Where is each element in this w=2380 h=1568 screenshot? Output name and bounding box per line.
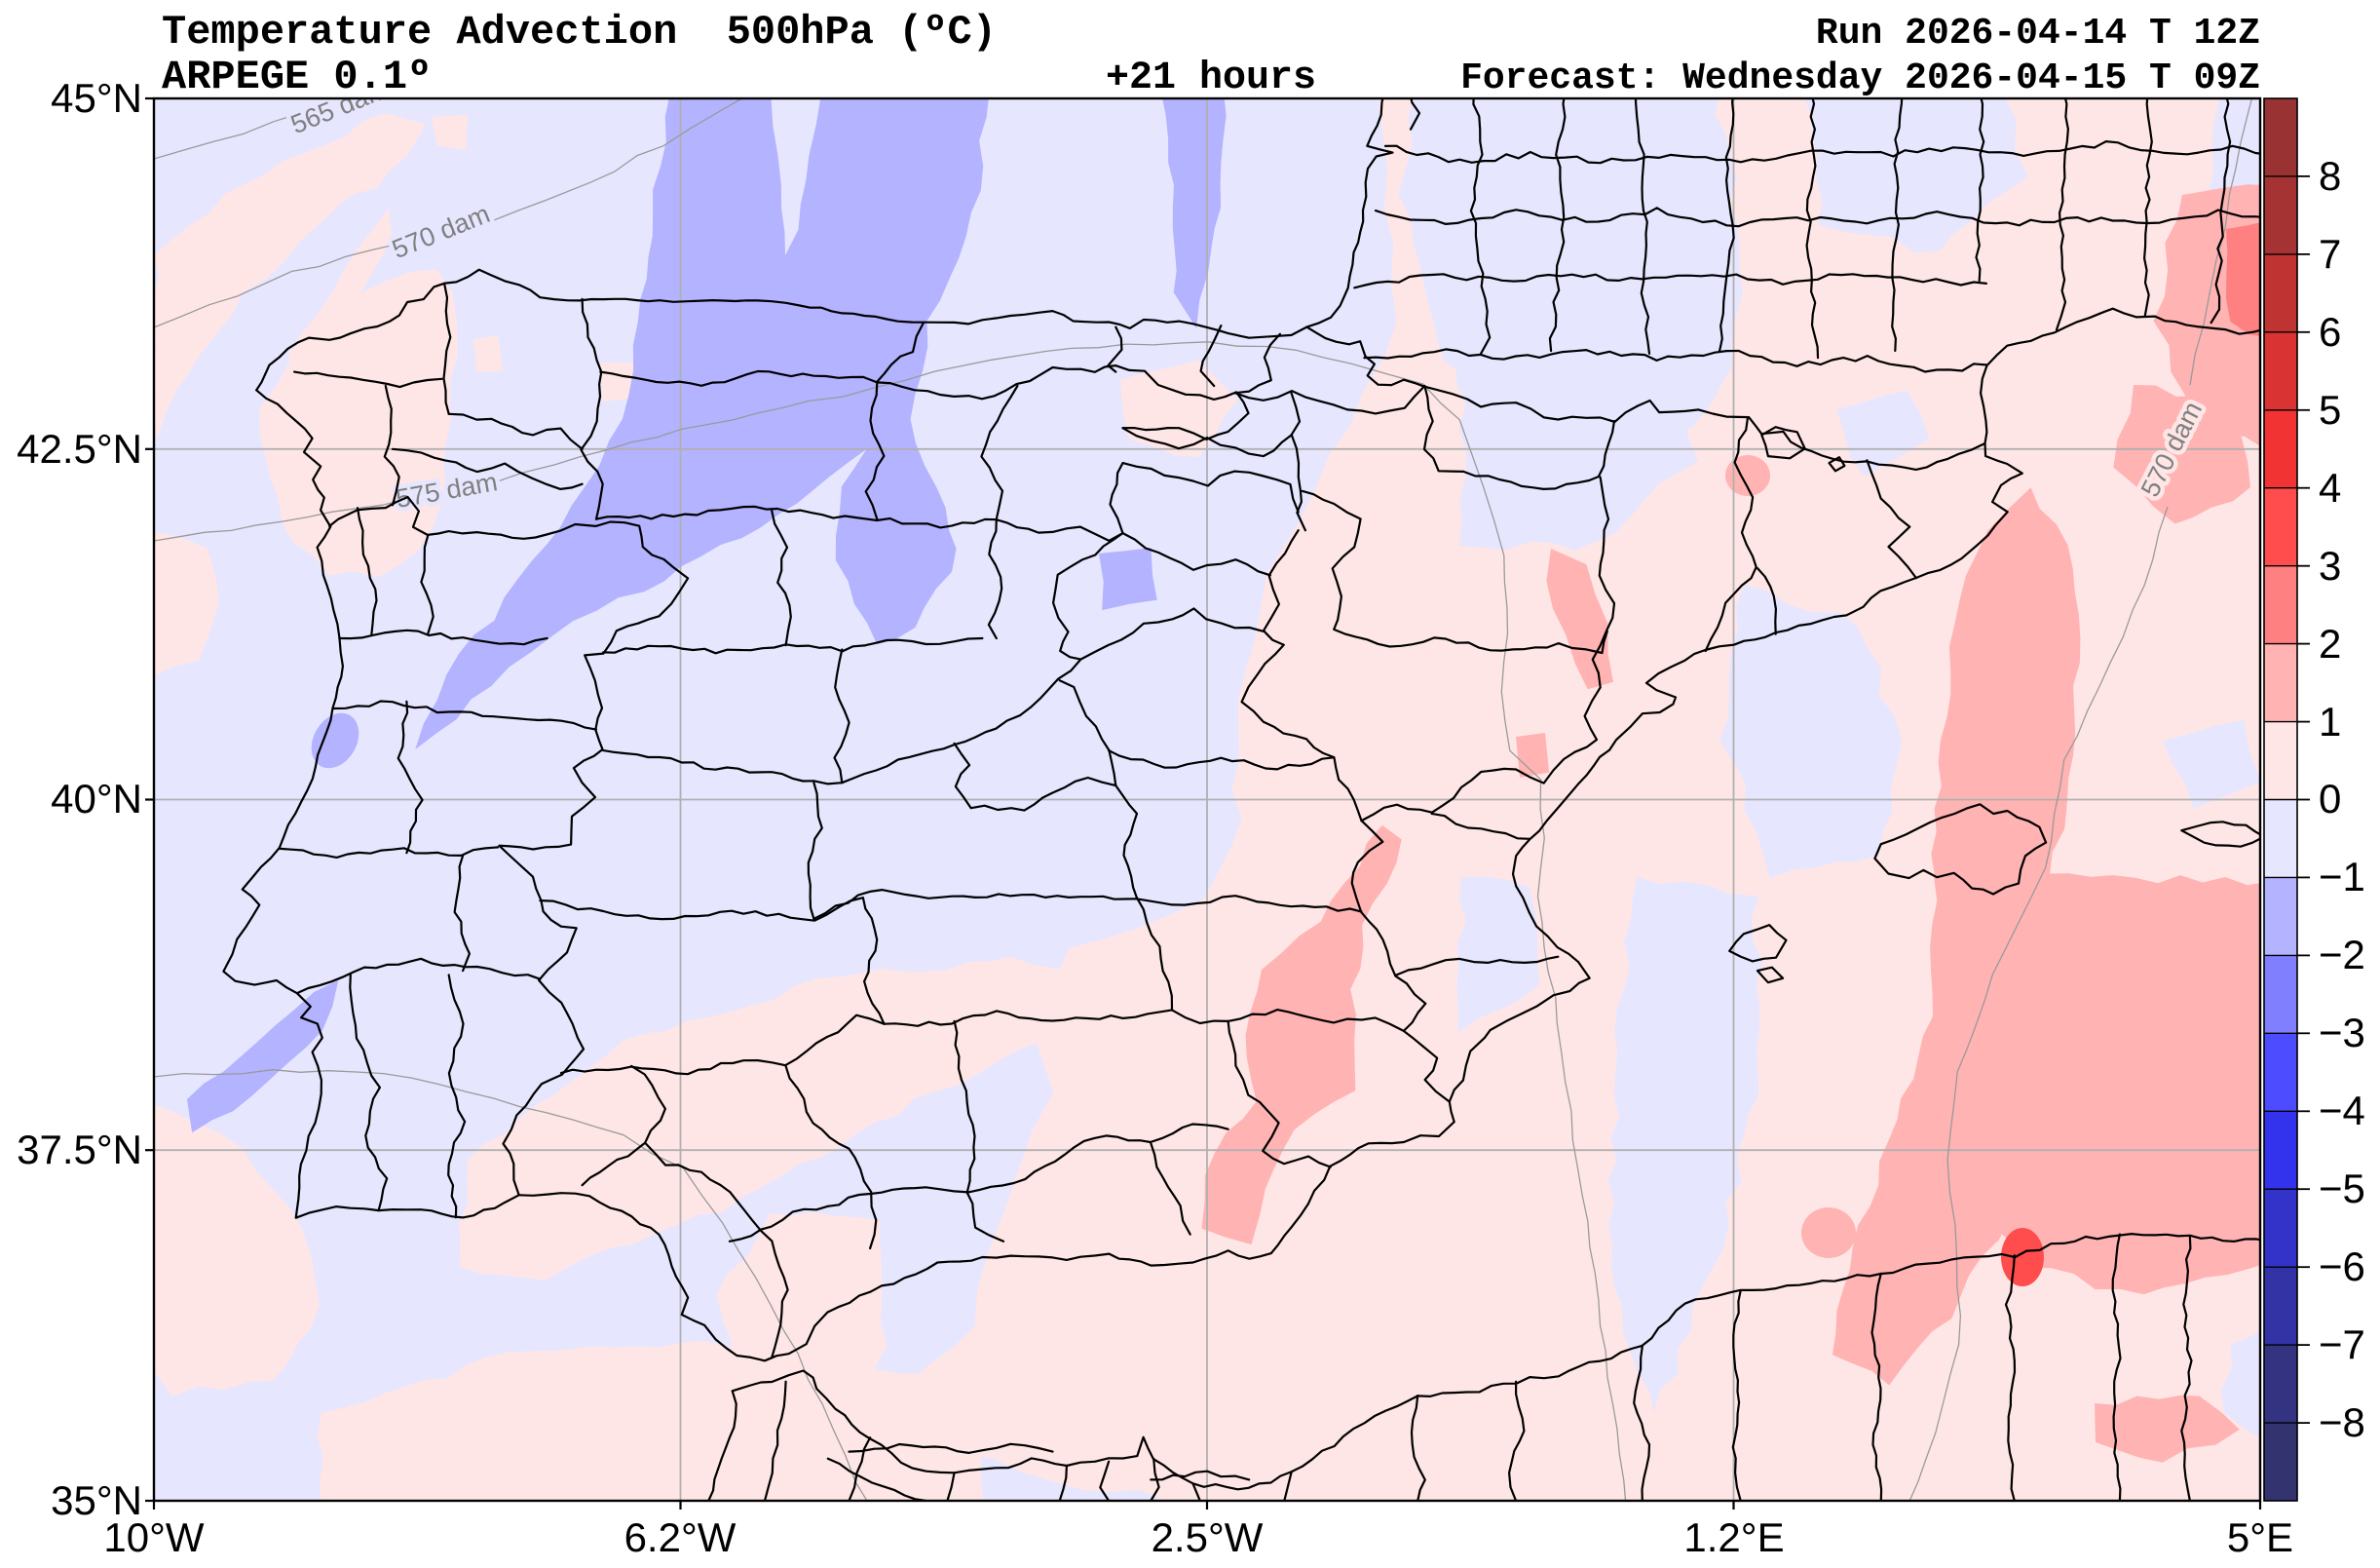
svg-text:42.5°N: 42.5°N — [17, 426, 142, 472]
svg-text:−3: −3 — [2319, 1010, 2365, 1055]
svg-text:1.2°E: 1.2°E — [1683, 1514, 1784, 1560]
svg-text:−6: −6 — [2319, 1243, 2365, 1289]
svg-text:35°N: 35°N — [51, 1477, 142, 1523]
svg-text:0: 0 — [2319, 776, 2341, 822]
svg-text:−8: −8 — [2319, 1399, 2365, 1445]
svg-text:Run 2026-04-14 T 12Z: Run 2026-04-14 T 12Z — [1816, 13, 2260, 55]
svg-text:10°W: 10°W — [103, 1514, 205, 1560]
svg-text:5: 5 — [2319, 387, 2341, 433]
svg-text:2.5°W: 2.5°W — [1152, 1514, 1264, 1560]
svg-text:ARPEGE 0.1º: ARPEGE 0.1º — [162, 54, 432, 100]
svg-text:−2: −2 — [2319, 932, 2365, 977]
svg-text:6.2°W: 6.2°W — [624, 1514, 737, 1560]
svg-text:3: 3 — [2319, 543, 2341, 589]
svg-text:−5: −5 — [2319, 1166, 2365, 1211]
svg-text:2: 2 — [2319, 621, 2341, 667]
svg-text:+21 hours: +21 hours — [1106, 57, 1316, 100]
svg-text:4: 4 — [2319, 465, 2341, 511]
svg-text:−7: −7 — [2319, 1321, 2365, 1367]
svg-text:37.5°N: 37.5°N — [17, 1127, 142, 1172]
svg-text:−1: −1 — [2319, 854, 2365, 899]
svg-text:7: 7 — [2319, 231, 2341, 277]
svg-text:Temperature Advection 500hPa: Temperature Advection 500hPa (ºC) — [162, 9, 997, 56]
svg-text:1: 1 — [2319, 699, 2341, 745]
svg-text:45°N: 45°N — [51, 75, 142, 121]
svg-text:6: 6 — [2319, 309, 2341, 355]
svg-text:−4: −4 — [2319, 1088, 2365, 1133]
svg-text:40°N: 40°N — [51, 776, 142, 822]
svg-text:Forecast: Wednesday 2026-04-15: Forecast: Wednesday 2026-04-15 T 09Z — [1460, 57, 2260, 99]
svg-text:5°E: 5°E — [2227, 1514, 2293, 1560]
svg-text:8: 8 — [2319, 153, 2341, 199]
